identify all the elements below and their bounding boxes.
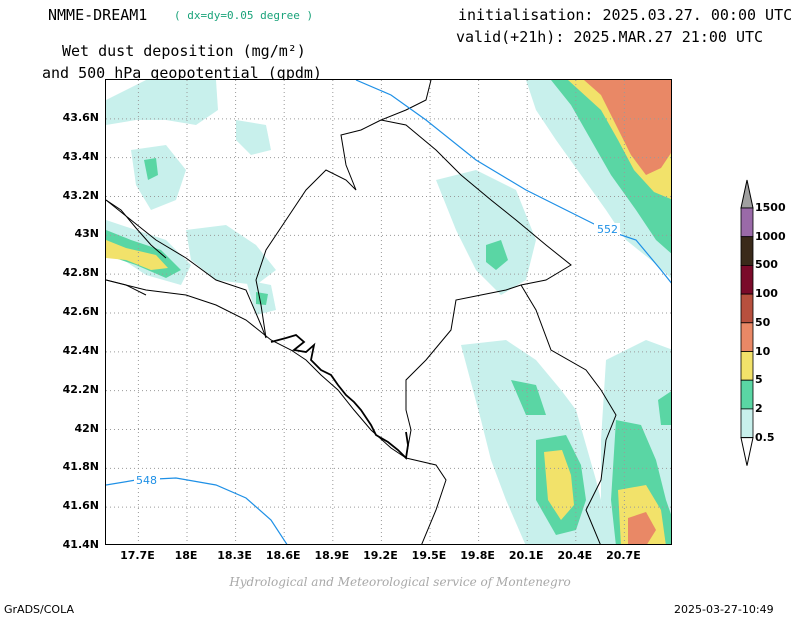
dust-field-east-low <box>436 170 536 295</box>
border-line-2 <box>255 80 432 339</box>
legend-swatch <box>740 351 754 381</box>
contour-548 <box>106 477 288 544</box>
map-title-line-2: and 500 hPa geopotential (gpdm) <box>42 64 322 82</box>
latitude-label: 43.4N <box>62 149 99 163</box>
legend-swatch <box>740 236 754 266</box>
credit-text: Hydrological and Meteorological service … <box>229 575 571 589</box>
longitude-label: 18.9E <box>314 549 350 562</box>
longitude-label: 19.2E <box>363 549 398 562</box>
longitude-label: 19.5E <box>411 549 447 562</box>
color-legend: 0.5 2 5 10 50 100 500 1000 1500 <box>735 178 795 478</box>
legend-level-label: 0.5 <box>755 430 775 444</box>
dust-field-n <box>236 120 271 155</box>
legend-level-label: 50 <box>755 315 771 329</box>
legend-swatch <box>740 379 754 410</box>
longitude-label: 20.4E <box>557 549 593 562</box>
longitude-label: 20.7E <box>606 549 641 562</box>
model-name: NMME-DREAM1 <box>48 6 148 24</box>
dust-field-far-se-mid-2 <box>658 391 671 425</box>
longitude-label: 18E <box>174 549 198 562</box>
legend-level-label: 1000 <box>755 229 786 243</box>
contour-552-label: 552 <box>597 223 618 236</box>
legend-arrow-top <box>740 179 754 209</box>
legend-swatch <box>740 265 754 295</box>
dust-field-center <box>186 225 276 285</box>
longitude-label: 18.6E <box>265 549 301 562</box>
map-canvas: 552 548 <box>106 80 671 544</box>
map-panel: 552 548 <box>105 79 672 545</box>
coastlines-and-borders <box>106 80 617 544</box>
contour-548-label: 548 <box>136 474 157 487</box>
longitude-label: 18.3E <box>217 549 252 562</box>
contour-548-label-bg <box>134 474 160 486</box>
border-line-6 <box>106 279 147 296</box>
longitude-label: 17.7E <box>120 549 155 562</box>
coast-nw <box>106 199 167 259</box>
legend-swatch <box>740 207 754 238</box>
legend-level-label: 2 <box>755 401 763 415</box>
latitude-label: 41.8N <box>62 460 99 474</box>
legend-level-label: 10 <box>755 344 771 358</box>
latitude-label: 43.2N <box>62 188 99 202</box>
coastline <box>106 279 407 459</box>
border-line-5 <box>405 457 447 544</box>
dust-field-nw-3 <box>144 158 158 180</box>
legend-level-label: 500 <box>755 258 778 272</box>
dust-field-east-mid <box>486 240 508 270</box>
latitude-label: 42.6N <box>62 305 99 318</box>
dust-field-coast-high <box>106 240 168 270</box>
latitude-label: 42.2N <box>62 382 99 396</box>
latitude-label: 43.6N <box>62 110 99 124</box>
dust-field-far-se-max <box>628 512 656 544</box>
dust-field-se-high <box>544 450 574 520</box>
latitude-label: 41.4N <box>62 538 99 551</box>
dust-field-nw <box>106 80 218 125</box>
latitude-label: 42N <box>74 421 99 435</box>
graticule <box>106 80 671 544</box>
dust-field-center-3 <box>256 292 268 305</box>
render-timestamp: 2025-03-27-10:49 <box>674 603 774 616</box>
latitude-label: 42.4N <box>62 343 99 357</box>
dust-field-nw-2 <box>131 145 186 210</box>
latitude-label: 42.8N <box>62 266 99 280</box>
legend-arrow-bottom <box>740 437 754 466</box>
legend-swatch <box>740 322 754 352</box>
coastline-detail <box>270 333 409 460</box>
initialisation-time: initialisation: 2025.03.27. 00:00 UTC <box>458 6 793 24</box>
dust-field-se-mid <box>511 380 546 415</box>
legend-swatch <box>740 408 754 438</box>
border-line-4 <box>520 284 617 544</box>
software-label: GrADS/COLA <box>4 603 74 616</box>
dust-field-max <box>584 80 671 175</box>
border-line-1 <box>106 199 267 339</box>
valid-time: valid(+21h): 2025.MAR.27 21:00 UTC <box>456 28 764 46</box>
contour-552 <box>355 80 671 284</box>
latitude-label: 41.6N <box>62 499 99 513</box>
legend-bar <box>740 179 754 466</box>
latitude-label: 43N <box>74 227 99 241</box>
model-resolution: ( dx=dy=0.05 degree ) <box>174 9 314 22</box>
legend-swatch <box>740 293 754 324</box>
legend-level-label: 100 <box>755 287 778 301</box>
longitude-label: 19.8E <box>460 549 495 562</box>
longitude-label: 20.1E <box>508 549 544 562</box>
legend-level-label: 5 <box>755 373 763 387</box>
legend-level-label: 1500 <box>755 201 786 214</box>
map-title-line-1: Wet dust deposition (mg/m²) <box>62 42 306 60</box>
contour-552-label-bg <box>594 223 620 235</box>
